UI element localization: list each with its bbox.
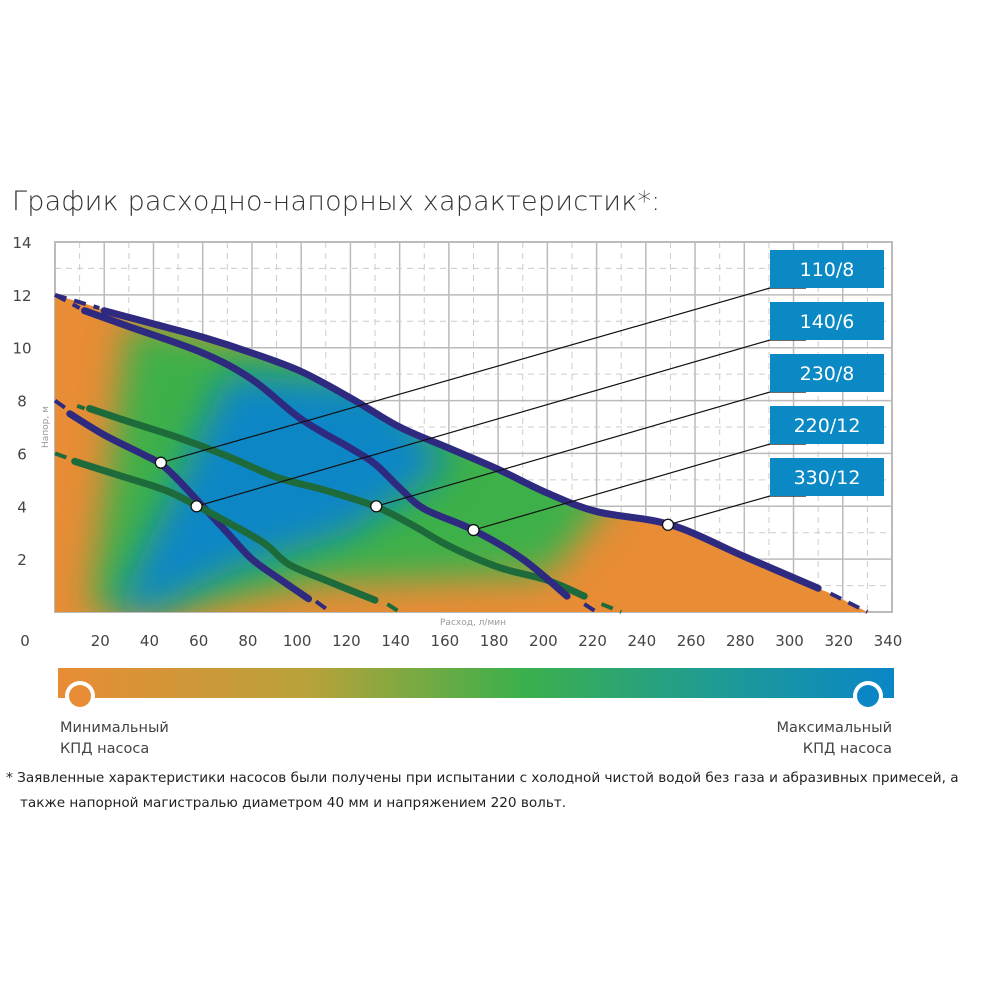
max-label-line2: КПД насоса <box>802 741 892 757</box>
footnote: * Заявленные характеристики насосов были… <box>6 766 1000 816</box>
chart-title: График расходно-напорных характеристик*: <box>12 186 661 217</box>
min-label-line1: Минимальный <box>60 720 169 736</box>
x-tick-label: 220 <box>578 632 607 650</box>
x-tick-label: 200 <box>529 632 558 650</box>
series-label: 220/12 <box>794 415 861 437</box>
series-label: 140/6 <box>800 311 855 333</box>
area-blue-zone <box>114 374 449 612</box>
footnote-line1: * Заявленные характеристики насосов были… <box>6 770 959 786</box>
series-label-box <box>770 406 884 444</box>
x-tick-label: 260 <box>677 632 706 650</box>
curve-line <box>71 457 379 604</box>
series-label-box <box>770 302 884 340</box>
duty-point <box>661 518 675 531</box>
curve-extrapolation-start <box>76 403 86 411</box>
y-tick-label: 6 <box>17 445 27 463</box>
curve-230-8 <box>76 403 622 614</box>
duty-point <box>467 523 480 537</box>
x-tick-label: 40 <box>140 632 159 650</box>
curve-line <box>66 410 313 603</box>
min-efficiency-label: Минимальный КПД насоса <box>60 718 169 760</box>
curve-extrapolation-end <box>829 591 869 614</box>
curve-extrapolation-end <box>314 599 332 614</box>
series-label-box <box>770 250 884 288</box>
curve-line <box>85 405 588 600</box>
curve-extrapolation-start <box>54 451 71 461</box>
y-tick-label: 10 <box>12 340 31 358</box>
x-tick-label: 180 <box>480 632 509 650</box>
series-label: 230/8 <box>800 363 855 385</box>
series-label-box <box>770 354 884 392</box>
duty-point <box>370 500 383 513</box>
x-tick-label: 340 <box>874 632 903 650</box>
max-label-line1: Максимальный <box>776 720 892 736</box>
curve-extrapolation-end <box>583 602 598 614</box>
x-tick-label: 160 <box>431 632 460 650</box>
x-tick-label: 100 <box>283 632 312 650</box>
series-label: 110/8 <box>800 259 855 281</box>
curve-extrapolation-end <box>600 602 622 614</box>
x-tick-label: 140 <box>381 632 410 650</box>
x-tick-label: 20 <box>91 632 110 650</box>
series-labels: 110/8 140/6 230/8 220/12 330/12 <box>770 250 884 496</box>
min-label-line2: КПД насоса <box>60 741 150 757</box>
efficiency-colorbar <box>58 668 894 711</box>
y-tick-label: 12 <box>12 287 31 305</box>
x-tick-label: 300 <box>775 632 804 650</box>
curve-110-8 <box>53 398 332 614</box>
y-axis-title: Напор, м <box>41 406 51 448</box>
x-tick-label: 240 <box>628 632 657 650</box>
curve-extrapolation-start <box>53 398 71 413</box>
curve-extrapolation-end <box>386 602 401 614</box>
x-tick-label: 320 <box>824 632 853 650</box>
series-label: 330/12 <box>794 467 861 489</box>
series-label-box <box>770 458 884 496</box>
x-tick-label: 0 <box>20 632 30 650</box>
x-tick-label: 80 <box>238 632 257 650</box>
x-tick-label: 120 <box>332 632 361 650</box>
y-tick-label: 8 <box>17 393 27 411</box>
x-axis-title: Расход, л/мин <box>440 618 506 628</box>
footnote-line2: также напорной магистралью диаметром 40 … <box>20 795 567 811</box>
y-tick-label: 4 <box>17 498 27 516</box>
duty-point <box>154 456 168 469</box>
y-tick-label: 14 <box>12 234 31 252</box>
curve-140-6 <box>54 451 401 614</box>
x-tick-label: 280 <box>726 632 755 650</box>
duty-point <box>190 500 203 513</box>
max-efficiency-label: Максимальный КПД насоса <box>776 718 892 760</box>
tick-labels: 0 20 40 60 80 100 120 140 160 180 200 220 240 260 280 3… <box>12 234 902 650</box>
x-tick-label: 60 <box>189 632 208 650</box>
curve-extrapolation-start <box>54 292 100 310</box>
y-tick-label: 2 <box>17 551 27 569</box>
